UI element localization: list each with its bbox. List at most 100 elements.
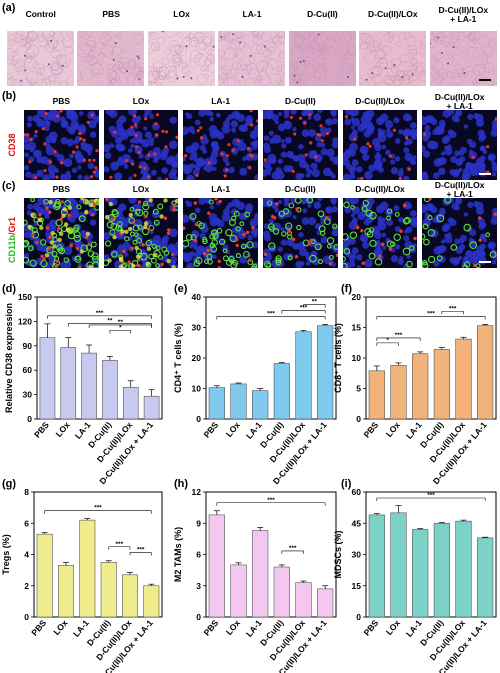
chart-f-xlabel-5: D-Cu(II)/LOx + LA-1 (431, 420, 489, 487)
chart-d-xlabel-3: D-Cu(II) (86, 420, 113, 450)
row-c-scale-bar (479, 261, 491, 263)
chart-e-bar-2 (252, 390, 269, 420)
chart-g-sig-label-0: *** (94, 505, 102, 512)
chart-e-bar-1 (230, 383, 247, 420)
chart-g-xlabel-1: LOx (51, 618, 69, 637)
panel-label-b: (b) (2, 90, 17, 102)
chart-g-frame (33, 491, 163, 618)
row-c-title-1: LOx (132, 184, 150, 194)
row-c-title-4: D-Cu(II)/LOx (355, 184, 405, 194)
chart-e-xlabel-1: LOx (224, 420, 242, 439)
row-c-image-5 (422, 198, 497, 268)
panel-label-a: (a) (2, 2, 16, 14)
row-c-title-2: LA-1 (211, 184, 231, 194)
chart-e-ylabel: CD4⁺ T cells (%) (173, 323, 183, 393)
chart-e-frame (205, 296, 337, 420)
row-c-title-0: PBS (52, 184, 71, 194)
chart-f-sig-label-2: * (386, 337, 389, 344)
row-c-marker-green: CD11b (7, 235, 17, 264)
chart-g-sig-label-1: *** (116, 541, 124, 548)
chart-d-frame (36, 296, 163, 420)
row-b-title-5: D-Cu(II)/LOx + LA-1 (434, 92, 485, 111)
chart-e-ytick-label-1: 10 (192, 384, 202, 394)
chart-g-bar-5 (143, 585, 160, 618)
chart-i-xlabel-0: PBS (361, 618, 380, 638)
chart-g-ytick-label-3: 6 (24, 518, 29, 528)
row-b-title-0: PBS (52, 96, 71, 106)
chart-i-xlabel-3: D-Cu(II) (418, 618, 445, 648)
chart-h-ylabel: M2 TAMs (%) (173, 527, 183, 582)
row-a-title-2: LOx (173, 9, 190, 19)
chart-f-xlabel-3: D-Cu(II) (418, 420, 445, 450)
chart-i-bar-4 (455, 520, 472, 618)
chart-i-bar-2 (412, 529, 429, 618)
chart-d-sig-label-1: ** (107, 318, 113, 325)
row-b-title-2: LA-1 (211, 96, 231, 106)
chart-d-ytick-label-2: 60 (23, 365, 33, 375)
chart-h-bar-2 (252, 530, 269, 618)
chart-e-xlabel-3: D-Cu(II) (258, 420, 285, 450)
row-c-image-4 (342, 198, 418, 268)
row-b-scale-bar (479, 173, 491, 175)
chart-h-xlabel-2: LA-1 (244, 618, 264, 639)
row-a-title-6: D-Cu(II)/LOx + LA-1 (438, 5, 489, 24)
chart-h-ytick-label-0: 0 (196, 612, 201, 622)
chart-d-ytick-label-4: 120 (18, 316, 32, 326)
chart-h-xlabel-5: D-Cu(II)/LOx + LA-1 (271, 618, 329, 673)
chart-f-bar-2 (412, 353, 429, 420)
row-a-title-1: PBS (102, 9, 120, 19)
chart-h-ytick-label-1: 3 (196, 581, 201, 591)
row-c-image-2 (183, 198, 258, 268)
chart-f-ytick-label-1: 5 (356, 384, 361, 394)
row-b-title-3: D-Cu(II) (284, 96, 316, 106)
chart-e-ytick-label-2: 20 (192, 353, 202, 363)
chart-e-ytick-label-4: 40 (192, 292, 202, 302)
chart-i-ytick-label-2: 30 (352, 550, 362, 560)
panel-label-i: (i) (341, 478, 352, 490)
chart-e-sig-label-0: *** (267, 310, 275, 317)
chart-g-sig-label-2: *** (137, 546, 145, 553)
chart-f-xlabel-2: LA-1 (404, 420, 424, 441)
row-a-image-6 (429, 31, 497, 86)
chart-i-xlabel-4: D-Cu(II)/LOx (428, 618, 468, 663)
chart-f-bar-1 (390, 365, 407, 420)
row-c-image-1 (103, 198, 179, 268)
row-a-image-4 (288, 31, 357, 86)
row-b-image-2 (183, 110, 258, 180)
chart-f-xlabel-1: LOx (384, 420, 402, 439)
chart-d-sig-label-2: ** (118, 319, 124, 326)
chart-g-ytick-label-0: 0 (24, 612, 29, 622)
panel-label-h: (h) (174, 478, 189, 490)
row-c-image-3 (263, 198, 338, 268)
row-a-title-4: D-Cu(II) (307, 9, 338, 19)
chart-f-ytick-label-0: 0 (356, 414, 361, 424)
chart-g-bar-0 (36, 533, 53, 618)
chart-g-bar-2 (79, 519, 96, 618)
chart-d-xlabel-5: D-Cu(II)/LOx + LA-1 (97, 420, 155, 487)
row-c-image-0 (24, 198, 99, 268)
chart-h-ytick-label-4: 12 (192, 487, 202, 497)
row-b-title-1: LOx (132, 96, 150, 106)
chart-e-sig-label-1: *** (300, 304, 308, 311)
row-b-image-3 (263, 110, 338, 180)
row-b-image-5 (422, 110, 497, 180)
chart-f-bar-5 (477, 325, 494, 420)
row-a-image-1 (77, 31, 145, 86)
chart-d-xlabel-2: LA-1 (73, 420, 93, 441)
panel-label-d: (d) (2, 283, 17, 295)
row-a-image-0 (7, 31, 75, 86)
chart-e-xlabel-4: D-Cu(II)/LOx (268, 420, 308, 465)
chart-d-bar-0 (39, 337, 56, 420)
chart-e-xlabel-5: D-Cu(II)/LOx + LA-1 (271, 420, 329, 487)
chart-e-xlabel-0: PBS (201, 420, 220, 440)
chart-f-sig-label-3: *** (449, 305, 457, 312)
row-b-image-0 (24, 110, 99, 180)
chart-f-xlabel-0: PBS (361, 420, 380, 440)
chart-g-xlabel-0: PBS (29, 618, 48, 638)
chart-e-ytick-label-3: 30 (192, 323, 202, 333)
chart-g-ylabel: Tregs (%) (1, 534, 11, 575)
chart-h-ytick-label-2: 6 (196, 550, 201, 560)
chart-d-ytick-label-5: 150 (18, 292, 32, 302)
chart-i-bar-1 (390, 512, 407, 618)
row-b-image-4 (342, 110, 418, 180)
